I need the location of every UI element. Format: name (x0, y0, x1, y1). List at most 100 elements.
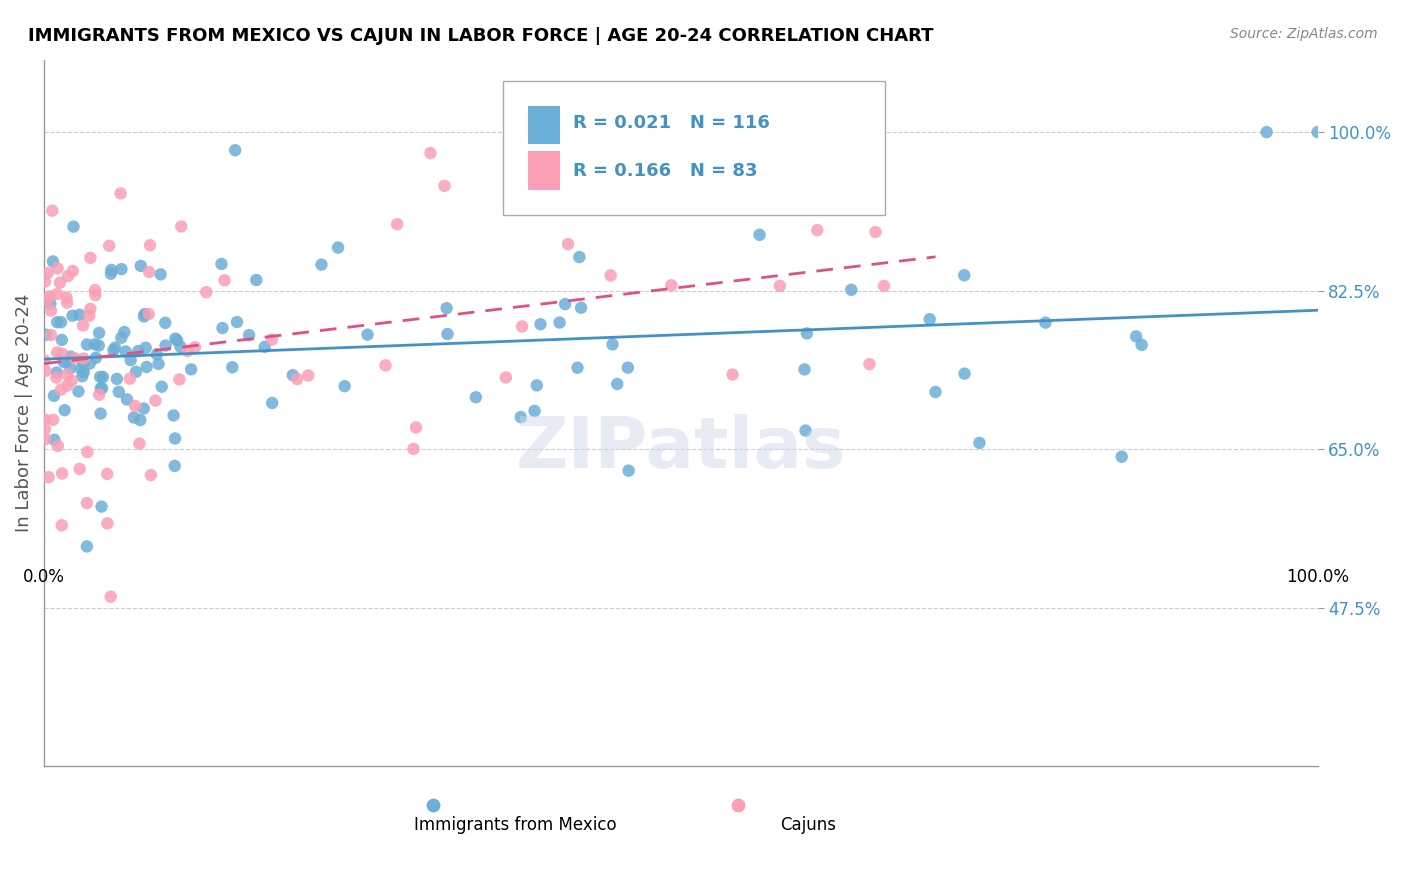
Point (1130, 338, 1153, 352)
Point (60, 374, 83, 388)
Point (281, 368, 304, 383)
Point (42, 413, 65, 427)
Point (148, 357, 170, 371)
Point (98, 239, 121, 253)
Point (55, 291, 77, 305)
Point (79, 301, 101, 316)
Point (135, 359, 157, 374)
Point (90, 381, 112, 395)
Point (1256, 125, 1278, 139)
Point (924, 384, 946, 399)
Point (169, 340, 191, 354)
Point (617, 464, 640, 478)
Text: R = 0.021   N = 116: R = 0.021 N = 116 (572, 114, 769, 132)
Point (139, 468, 162, 483)
Text: 0.0%: 0.0% (22, 568, 65, 586)
Point (77, 309, 100, 323)
Point (73, 365, 96, 379)
Point (721, 368, 744, 382)
Point (87, 338, 110, 352)
Point (262, 396, 284, 410)
Point (1125, 329, 1147, 343)
Point (59, 350, 82, 364)
Point (69, 308, 91, 322)
Point (124, 399, 146, 413)
Point (51, 333, 73, 347)
Point (96, 516, 118, 531)
Point (464, 390, 486, 404)
Text: Immigrants from Mexico: Immigrants from Mexico (413, 816, 617, 834)
Point (90, 500, 112, 514)
Point (402, 442, 425, 456)
Point (34, 412, 56, 426)
Point (115, 392, 138, 407)
Point (72, 318, 94, 333)
Point (46, 261, 69, 276)
Point (211, 321, 233, 335)
Point (135, 341, 157, 355)
Point (793, 362, 815, 376)
Point (495, 370, 517, 384)
Point (568, 250, 591, 264)
Point (118, 371, 141, 385)
Point (35, 327, 58, 342)
Point (567, 360, 589, 375)
Point (127, 343, 149, 358)
Point (526, 378, 548, 392)
Point (214, 273, 236, 287)
Point (79, 251, 101, 265)
Point (91, 370, 114, 384)
Point (166, 334, 188, 348)
Point (405, 420, 427, 434)
Point (84, 283, 107, 297)
Point (436, 301, 458, 315)
Point (110, 331, 132, 345)
Point (155, 338, 177, 352)
Text: ZIPatlas: ZIPatlas (516, 414, 846, 483)
Point (114, 344, 136, 359)
Point (44, 433, 66, 447)
Point (39, 296, 62, 310)
Point (599, 268, 621, 283)
Point (163, 458, 186, 473)
Point (34, 275, 56, 289)
Text: Cajuns: Cajuns (780, 816, 837, 834)
Point (69, 462, 91, 476)
Point (221, 360, 243, 375)
Point (76, 496, 98, 510)
Point (839, 283, 862, 297)
Point (918, 312, 941, 326)
Point (162, 409, 184, 423)
Point (132, 401, 155, 416)
Point (858, 357, 880, 371)
Point (606, 376, 628, 391)
Point (333, 379, 356, 393)
Point (969, 435, 991, 450)
Point (374, 359, 396, 373)
Point (38, 470, 60, 484)
Point (112, 325, 135, 339)
Point (63, 351, 86, 366)
Point (145, 393, 167, 408)
FancyBboxPatch shape (502, 81, 884, 215)
Point (51, 347, 73, 361)
Point (52, 355, 75, 369)
Text: R = 0.166   N = 83: R = 0.166 N = 83 (572, 162, 756, 180)
Point (953, 367, 976, 381)
Point (953, 268, 976, 283)
Point (76, 445, 98, 459)
Point (56, 378, 79, 392)
Text: 100.0%: 100.0% (1286, 568, 1350, 586)
Point (529, 317, 551, 331)
Point (38, 289, 60, 303)
Point (72, 356, 94, 370)
Point (110, 186, 132, 201)
Bar (529, 105, 560, 145)
Point (56, 368, 79, 382)
Point (79, 357, 101, 371)
Point (523, 404, 546, 418)
Point (165, 332, 187, 346)
Point (661, 278, 683, 293)
Point (238, 328, 260, 343)
Point (84, 288, 107, 302)
